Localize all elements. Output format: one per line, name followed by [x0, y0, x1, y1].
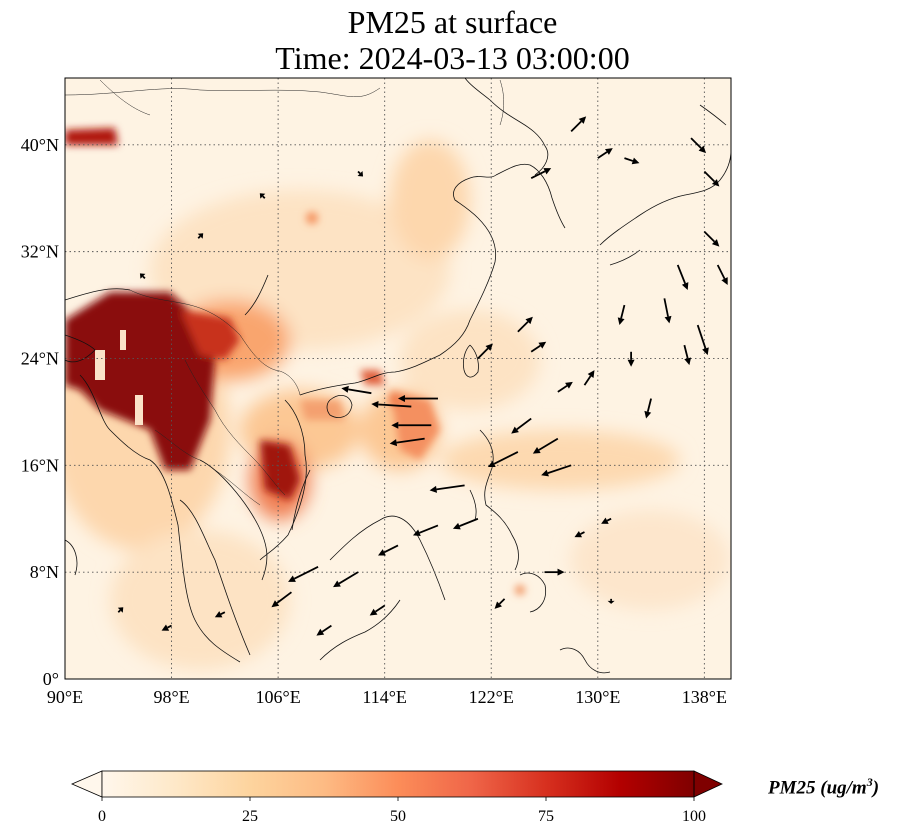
wind-arrow	[696, 324, 709, 356]
wind-arrow	[601, 517, 612, 524]
wind-arrow	[452, 517, 479, 530]
wind-arrow	[259, 193, 266, 199]
wind-arrow	[627, 351, 635, 367]
colorbar-tick-label: 0	[98, 808, 106, 825]
lat-tick-label: 40°N	[21, 135, 59, 155]
wind-arrow	[391, 421, 432, 429]
lon-tick-label: 90°E	[47, 687, 83, 707]
colorbar-gradient	[102, 771, 694, 797]
wind-arrow	[511, 417, 532, 434]
wind-arrow	[139, 273, 146, 279]
wind-arrow	[597, 148, 613, 159]
wind-arrow	[371, 400, 412, 408]
lon-tick-label: 138°E	[682, 687, 727, 707]
wind-arrow	[544, 568, 565, 576]
colorbar-tick-label: 75	[538, 808, 554, 825]
colorbar-label: PM25 (ug/m3)	[768, 775, 880, 799]
coastlines	[65, 78, 731, 674]
map-title: PM25 at surface	[347, 4, 558, 40]
wind-arrow	[333, 571, 359, 588]
lon-tick-label: 122°E	[469, 687, 514, 707]
wind-arrow	[583, 370, 595, 386]
wind-arrow	[429, 484, 465, 493]
wind-arrow	[389, 437, 425, 447]
colorbar: 0 25 50 75 100	[70, 770, 723, 825]
lon-tick-label: 114°E	[362, 687, 407, 707]
wind-arrow	[117, 607, 124, 613]
wind-arrow	[624, 157, 640, 165]
wind-arrow	[683, 344, 692, 366]
wind-arrow	[271, 591, 292, 608]
wind-arrow	[197, 233, 204, 239]
wind-arrow	[676, 264, 689, 290]
wind-arrow	[644, 398, 652, 419]
map-frame	[64, 77, 732, 680]
wind-arrow	[316, 624, 332, 636]
wind-arrow	[487, 451, 519, 467]
lat-tick-label: 16°N	[21, 455, 59, 475]
colorbar-extend-max	[693, 770, 723, 798]
wind-arrow	[557, 381, 573, 393]
colorbar-extend-min	[70, 770, 103, 798]
colorbar-tick-label: 100	[682, 808, 706, 825]
wind-arrow	[412, 524, 439, 537]
wind-arrow	[530, 168, 552, 179]
wind-arrow	[369, 604, 386, 616]
lon-tick-label: 98°E	[153, 687, 189, 707]
wind-arrow	[397, 395, 438, 403]
wind-arrow	[663, 298, 672, 324]
wind-arrow	[288, 566, 319, 582]
colorbar-tick-label: 25	[242, 808, 258, 825]
lat-tick-label: 0°	[43, 669, 59, 689]
country-borders	[65, 79, 504, 506]
lat-tick-label: 8°N	[30, 562, 59, 582]
wind-vectors	[117, 116, 728, 636]
wind-arrow	[357, 170, 364, 177]
lat-tick-labels: 0° 8°N 16°N 24°N 32°N 40°N	[21, 135, 59, 689]
pm25-field	[65, 78, 731, 679]
wind-arrow	[607, 598, 615, 604]
wind-arrow	[541, 464, 572, 477]
wind-arrow	[532, 437, 559, 454]
gridlines	[65, 78, 731, 679]
wind-arrow	[161, 624, 172, 631]
colorbar-tick-label: 50	[390, 808, 406, 825]
wind-arrow	[617, 304, 626, 326]
lon-tick-label: 106°E	[256, 687, 301, 707]
map-time: Time: 2024-03-13 03:00:00	[275, 40, 630, 76]
wind-arrow	[574, 530, 585, 538]
lon-tick-labels: 90°E 98°E 106°E 114°E 122°E 130°E 138°E	[47, 687, 727, 707]
lat-tick-label: 24°N	[21, 348, 59, 368]
lon-tick-label: 130°E	[575, 687, 620, 707]
wind-arrow	[530, 341, 547, 353]
wind-arrow	[377, 544, 399, 556]
wind-arrow	[716, 264, 728, 285]
lat-tick-label: 32°N	[21, 242, 59, 262]
wind-arrow	[214, 611, 226, 618]
